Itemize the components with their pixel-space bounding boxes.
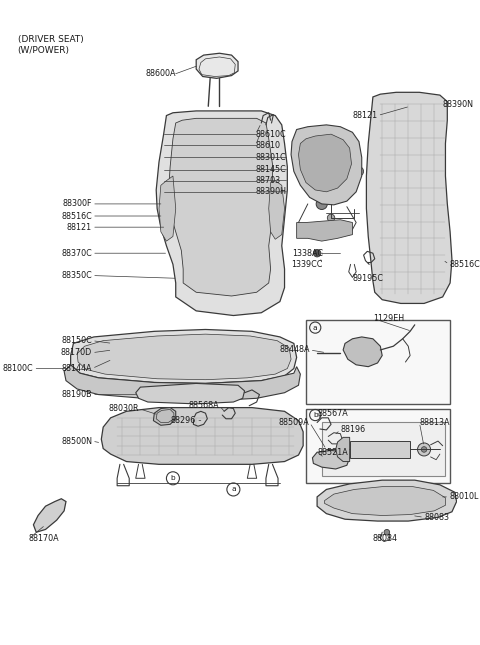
Text: 88084: 88084 <box>373 534 398 543</box>
Polygon shape <box>297 220 352 241</box>
Polygon shape <box>159 176 176 241</box>
Circle shape <box>313 250 321 257</box>
Text: 1339CC: 1339CC <box>291 260 323 269</box>
Text: 88190B: 88190B <box>61 390 92 399</box>
Text: 88813A: 88813A <box>420 418 450 427</box>
Polygon shape <box>269 181 285 239</box>
Text: 88170D: 88170D <box>61 348 92 357</box>
Text: b: b <box>170 475 175 481</box>
Text: 88567A: 88567A <box>317 409 348 418</box>
Text: 88100C: 88100C <box>3 364 34 373</box>
Text: 88521A: 88521A <box>317 448 348 457</box>
Text: (W/POWER): (W/POWER) <box>18 46 70 55</box>
Polygon shape <box>324 487 445 515</box>
Text: b: b <box>313 412 318 418</box>
Circle shape <box>316 198 327 210</box>
Polygon shape <box>343 337 382 366</box>
Text: 88121: 88121 <box>352 111 378 120</box>
Text: 88500N: 88500N <box>61 437 92 446</box>
Text: a: a <box>231 486 236 492</box>
Polygon shape <box>77 334 291 380</box>
Polygon shape <box>317 480 456 521</box>
Circle shape <box>354 166 364 176</box>
Text: 88703: 88703 <box>256 176 281 185</box>
Polygon shape <box>312 450 349 469</box>
Text: 88144A: 88144A <box>61 364 92 373</box>
Text: 88600A: 88600A <box>145 69 176 78</box>
Text: a: a <box>313 324 318 331</box>
Text: 88300F: 88300F <box>62 199 92 208</box>
Text: 88350C: 88350C <box>61 271 92 280</box>
Circle shape <box>327 214 335 222</box>
Text: 88448A: 88448A <box>279 346 310 355</box>
Text: 88030R: 88030R <box>108 404 139 413</box>
Text: 1338AC: 1338AC <box>292 249 323 258</box>
Text: (DRIVER SEAT): (DRIVER SEAT) <box>18 35 84 44</box>
Polygon shape <box>291 125 362 205</box>
Polygon shape <box>154 408 176 425</box>
Polygon shape <box>136 383 244 404</box>
Text: 88370C: 88370C <box>61 249 92 258</box>
Text: 88610C: 88610C <box>256 130 287 139</box>
Circle shape <box>418 443 431 456</box>
Polygon shape <box>299 134 351 192</box>
Bar <box>306 320 450 404</box>
Polygon shape <box>349 441 410 458</box>
Text: 88301C: 88301C <box>256 153 287 162</box>
Circle shape <box>408 98 416 105</box>
Polygon shape <box>71 330 297 383</box>
Text: 88509A: 88509A <box>279 418 310 427</box>
Circle shape <box>407 511 414 519</box>
Polygon shape <box>156 111 288 315</box>
Circle shape <box>421 447 427 452</box>
Polygon shape <box>336 437 349 462</box>
Text: 88083: 88083 <box>424 513 449 522</box>
Polygon shape <box>64 365 300 401</box>
Polygon shape <box>168 118 273 296</box>
Text: 88516C: 88516C <box>61 212 92 221</box>
Text: 1129EH: 1129EH <box>373 314 404 322</box>
Polygon shape <box>366 92 452 303</box>
Text: 88150C: 88150C <box>61 336 92 345</box>
Bar <box>306 408 450 483</box>
Bar <box>322 422 444 477</box>
Polygon shape <box>101 408 303 464</box>
Text: 88296: 88296 <box>171 416 196 425</box>
Polygon shape <box>34 499 66 532</box>
Text: 88121: 88121 <box>67 223 92 232</box>
Text: 89195C: 89195C <box>352 274 384 283</box>
Text: 88390N: 88390N <box>443 100 474 109</box>
Text: 88516C: 88516C <box>449 260 480 269</box>
Text: 88010L: 88010L <box>449 492 479 501</box>
Text: 88568A: 88568A <box>189 401 219 410</box>
Text: 88196: 88196 <box>340 426 365 435</box>
Text: 88610: 88610 <box>256 141 281 150</box>
Polygon shape <box>196 54 238 78</box>
Text: 88170A: 88170A <box>29 534 60 543</box>
Text: 88145C: 88145C <box>256 165 287 174</box>
Circle shape <box>384 530 390 535</box>
Text: 88390H: 88390H <box>256 187 287 196</box>
